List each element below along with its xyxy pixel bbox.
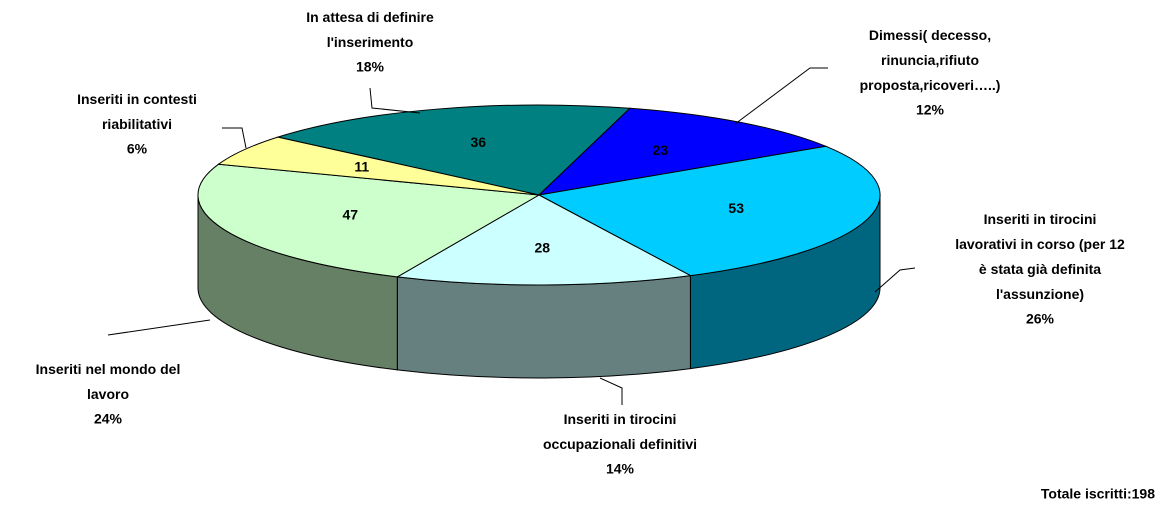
category-label-line: l'assunzione) (996, 286, 1084, 302)
percent-label: 12% (916, 102, 945, 118)
category-label: Inseriti nel mondo del lavoro (36, 361, 181, 402)
percent-label: 14% (606, 461, 635, 477)
pie-slice (197, 163, 541, 278)
leader-line (599, 377, 623, 405)
pie-slice (217, 136, 540, 196)
category-label-line: Inseriti in contesti (77, 91, 197, 107)
data-label: 23 (653, 142, 669, 158)
category-label-line: Dimessi( decesso, (869, 27, 991, 43)
leader-line (369, 87, 421, 114)
leader-line (222, 127, 247, 149)
category-label-line: Inseriti in tirocini (984, 211, 1097, 227)
data-label: 11 (354, 159, 369, 175)
category-label: Inseriti in tirocini lavorativi in corso … (955, 211, 1125, 302)
category-label: Dimessi( decesso, rinuncia,rifiuto propost… (860, 27, 1001, 93)
category-label: In attesa di definire l'inserimento (306, 9, 434, 50)
category-label-line: riabilitativi (102, 116, 172, 132)
leader-line (107, 319, 211, 336)
data-label: 53 (728, 200, 744, 216)
category-label-line: Inseriti in tirocini (564, 411, 677, 427)
pie-slice (275, 104, 632, 196)
leader-line (874, 267, 916, 293)
pie-side (396, 275, 691, 379)
category-label-line: In attesa di definire (306, 9, 434, 25)
category-label-line: lavorativi in corso (per 12 (955, 236, 1125, 252)
category-label-line: l'inserimento (327, 34, 414, 50)
category-label: Inseriti in tirocini occupazionali defini… (543, 411, 697, 452)
pie-slice (537, 107, 828, 196)
category-label-line: proposta,ricoveri…..) (860, 77, 1001, 93)
percent-label: 18% (356, 59, 385, 75)
data-label: 36 (470, 134, 486, 150)
category-label-line: rinuncia,rifiuto (881, 52, 979, 68)
percent-label: 26% (1026, 311, 1055, 327)
percent-label: 24% (94, 411, 123, 427)
category-label-line: occupazionali definitivi (543, 436, 697, 452)
category-label: Inseriti in contesti riabilitativi (77, 91, 197, 132)
leader-line (734, 67, 828, 125)
category-label-line: Inseriti nel mondo del (36, 361, 181, 377)
pie-slice (537, 145, 881, 277)
data-label: 47 (342, 207, 358, 223)
total-note: Totale iscritti:198 (1041, 486, 1155, 502)
category-label-line: lavoro (87, 386, 129, 402)
data-label: 28 (534, 240, 550, 256)
pie-slice (395, 194, 693, 286)
percent-label: 6% (127, 141, 148, 157)
category-label-line: è stata già definita (979, 261, 1101, 277)
